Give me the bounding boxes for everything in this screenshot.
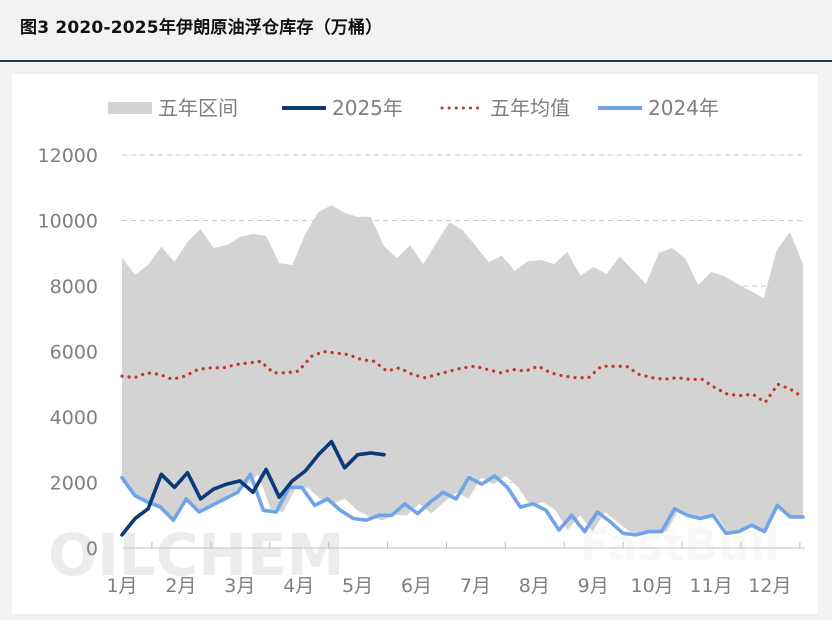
chart-card: OILCHEM FastBull 0 2000 4000 6000 8000 10000 1… xyxy=(12,74,818,614)
line-2025 xyxy=(120,439,386,537)
x-tick-label: 9月 xyxy=(578,575,609,597)
x-tick-label: 8月 xyxy=(519,575,550,597)
x-tick-label: 11月 xyxy=(689,575,732,597)
legend-item: 2025年 xyxy=(282,96,403,120)
x-axis xyxy=(122,542,805,549)
y-tick-label: 4000 xyxy=(50,407,98,429)
x-tick-label: 3月 xyxy=(224,575,255,597)
line-2024 xyxy=(120,472,805,537)
legend-label: 2024年 xyxy=(648,96,719,120)
x-tick-label: 1月 xyxy=(106,575,137,597)
watermark-oilchem: OILCHEM xyxy=(48,521,344,589)
legend: 五年区间 2025年 五年均值 2024年 xyxy=(108,96,719,120)
y-tick-label: 8000 xyxy=(50,276,98,298)
x-tick-label: 4月 xyxy=(283,575,314,597)
legend-item: 2024年 xyxy=(598,96,719,120)
x-axis-labels: 1月 2月 3月 4月 5月 6月 7月 8月 9月 10月 11月 12月 xyxy=(106,575,791,597)
y-tick-label: 12000 xyxy=(38,145,98,167)
x-tick-label: 2月 xyxy=(165,575,196,597)
y-axis-labels: 0 2000 4000 6000 8000 10000 12000 xyxy=(38,145,98,560)
y-tick-label: 0 xyxy=(86,538,98,560)
chart-canvas: OILCHEM FastBull 02000400060008000100001… xyxy=(38,96,805,597)
legend-label: 五年均值 xyxy=(490,96,570,120)
five-year-average-line xyxy=(120,349,805,405)
x-tick-label: 12月 xyxy=(748,575,791,597)
legend-label: 五年区间 xyxy=(158,96,238,120)
y-tick-label: 10000 xyxy=(38,211,98,233)
x-tick-label: 5月 xyxy=(342,575,373,597)
x-tick-label: 10月 xyxy=(631,575,674,597)
x-tick-label: 7月 xyxy=(460,575,491,597)
legend-item: 五年区间 xyxy=(108,96,238,120)
five-year-range-area xyxy=(122,205,803,535)
svg-text:OILCHEM: OILCHEM xyxy=(48,521,344,589)
x-tick-label: 6月 xyxy=(401,575,432,597)
chart-title: 图3 2020-2025年伊朗原油浮仓库存（万桶） xyxy=(20,18,383,38)
legend-label: 2025年 xyxy=(332,96,403,120)
y-tick-label: 2000 xyxy=(50,473,98,495)
title-bar: 图3 2020-2025年伊朗原油浮仓库存（万桶） xyxy=(0,0,832,60)
legend-item: 五年均值 xyxy=(440,96,570,120)
y-tick-label: 6000 xyxy=(50,342,98,364)
title-divider xyxy=(0,60,832,62)
